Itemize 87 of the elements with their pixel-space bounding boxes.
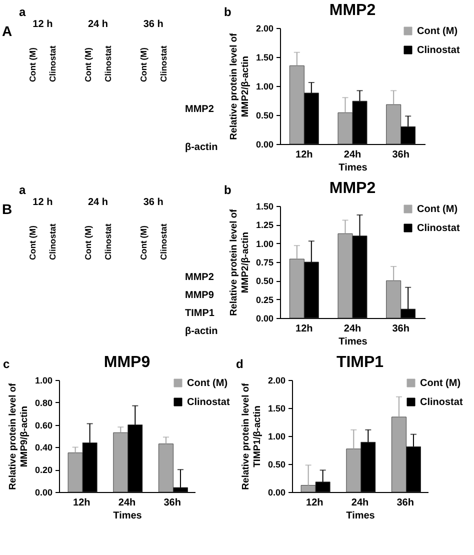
text: Cont (M)	[138, 225, 148, 260]
y-tick-label: 1.50	[268, 404, 286, 414]
y-axis-title: Relative protein level of MMP2/β-actin	[228, 208, 251, 316]
y-tick-label: 0.00	[34, 488, 52, 498]
y-axis-title: Relative protein level of MMP9/β-actin	[7, 382, 30, 490]
chart-title: MMP2	[329, 2, 376, 19]
y-tick-label: 2.00	[268, 376, 286, 386]
legend-label: Clinostat	[187, 397, 230, 408]
x-axis-title: Times	[338, 162, 368, 174]
x-tick-label: 24h	[351, 498, 369, 508]
x-tick-label: 12h	[73, 498, 90, 508]
y-tick-label: 0.80	[34, 398, 52, 408]
text: A	[2, 23, 12, 39]
text: Clinostat	[48, 223, 58, 260]
category-label: β-actin	[185, 326, 218, 337]
y-axis-title: Relative protein level of TIMP1/β-actin	[240, 382, 263, 490]
x-axis-title: Times	[346, 510, 376, 522]
text: Clinostat	[158, 223, 168, 260]
y-tick-label: 1.25	[256, 220, 274, 230]
text: Cont (M)	[83, 47, 93, 82]
legend-label: Cont (M)	[420, 378, 461, 389]
y-tick-label: 1.00	[34, 376, 52, 386]
category-label: TIMP1	[185, 308, 214, 319]
x-axis-title: Times	[338, 336, 368, 348]
y-tick-label: 0.00	[256, 140, 274, 150]
category-label: 12 h	[32, 19, 53, 30]
y-tick-label: 0.50	[268, 460, 286, 470]
text: Cont (M)	[83, 225, 93, 260]
text: b	[224, 5, 232, 19]
legend-label: Clinostat	[417, 223, 460, 234]
text: b	[224, 183, 232, 197]
y-tick-label: 0.50	[256, 110, 274, 120]
y-tick-label: 0.40	[34, 442, 52, 453]
category-label: 24 h	[88, 19, 108, 30]
category-label: 36 h	[143, 19, 164, 30]
x-tick-label: 36h	[392, 150, 410, 160]
legend-label: Cont (M)	[187, 378, 228, 389]
y-tick-label: 0.60	[34, 420, 52, 430]
y-tick-label: 0.50	[256, 276, 274, 286]
legend-label: Cont (M)	[417, 204, 458, 215]
text: Clinostat	[103, 45, 113, 82]
category-label: MMP2	[185, 104, 214, 115]
text: a	[19, 183, 26, 197]
y-tick-label: 0.25	[256, 294, 274, 305]
text: Clinostat	[48, 45, 58, 82]
legend-label: Clinostat	[417, 45, 460, 56]
x-tick-label: 36h	[164, 498, 181, 508]
text: Clinostat	[103, 223, 113, 260]
text: B	[2, 201, 12, 217]
y-tick-label: 2.00	[256, 24, 274, 34]
x-tick-label: 12h	[296, 150, 313, 160]
y-tick-label: 0.00	[256, 314, 274, 324]
text: Cont (M)	[28, 47, 38, 82]
category-label: 12 h	[32, 197, 53, 208]
text: a	[19, 5, 26, 19]
legend-label: Cont (M)	[417, 26, 458, 37]
x-axis-title: Times	[113, 510, 142, 522]
text: Clinostat	[158, 45, 168, 82]
text: Cont (M)	[138, 47, 148, 82]
x-tick-label: 12h	[306, 498, 324, 508]
x-tick-label: 36h	[396, 498, 414, 508]
y-tick-label: 1.50	[256, 52, 274, 62]
category-label: 36 h	[143, 197, 164, 208]
text: d	[236, 357, 244, 371]
x-tick-label: 24h	[118, 498, 136, 508]
x-tick-label: 12h	[296, 324, 313, 334]
category-label: β-actin	[185, 142, 218, 153]
y-tick-label: 0.75	[256, 258, 274, 268]
chart-title: MMP9	[104, 354, 150, 371]
chart-title: TIMP1	[336, 354, 384, 371]
x-tick-label: 24h	[344, 324, 362, 334]
category-label: 24 h	[88, 197, 108, 208]
y-tick-label: 1.00	[268, 432, 286, 442]
y-axis-title: Relative protein level of MMP2/β-actin	[228, 32, 251, 140]
y-tick-label: 0.00	[268, 488, 286, 498]
x-tick-label: 36h	[392, 324, 410, 334]
chart-title: MMP2	[329, 180, 376, 197]
y-tick-label: 1.00	[256, 238, 274, 249]
y-tick-label: 0.20	[34, 465, 52, 476]
text: c	[3, 357, 10, 371]
category-label: MMP9	[185, 290, 214, 301]
x-tick-label: 24h	[344, 150, 362, 160]
text: Cont (M)	[28, 225, 38, 260]
y-tick-label: 1.50	[256, 202, 274, 212]
category-label: MMP2	[185, 272, 214, 283]
y-tick-label: 1.00	[256, 82, 274, 92]
legend-label: Clinostat	[420, 397, 464, 408]
